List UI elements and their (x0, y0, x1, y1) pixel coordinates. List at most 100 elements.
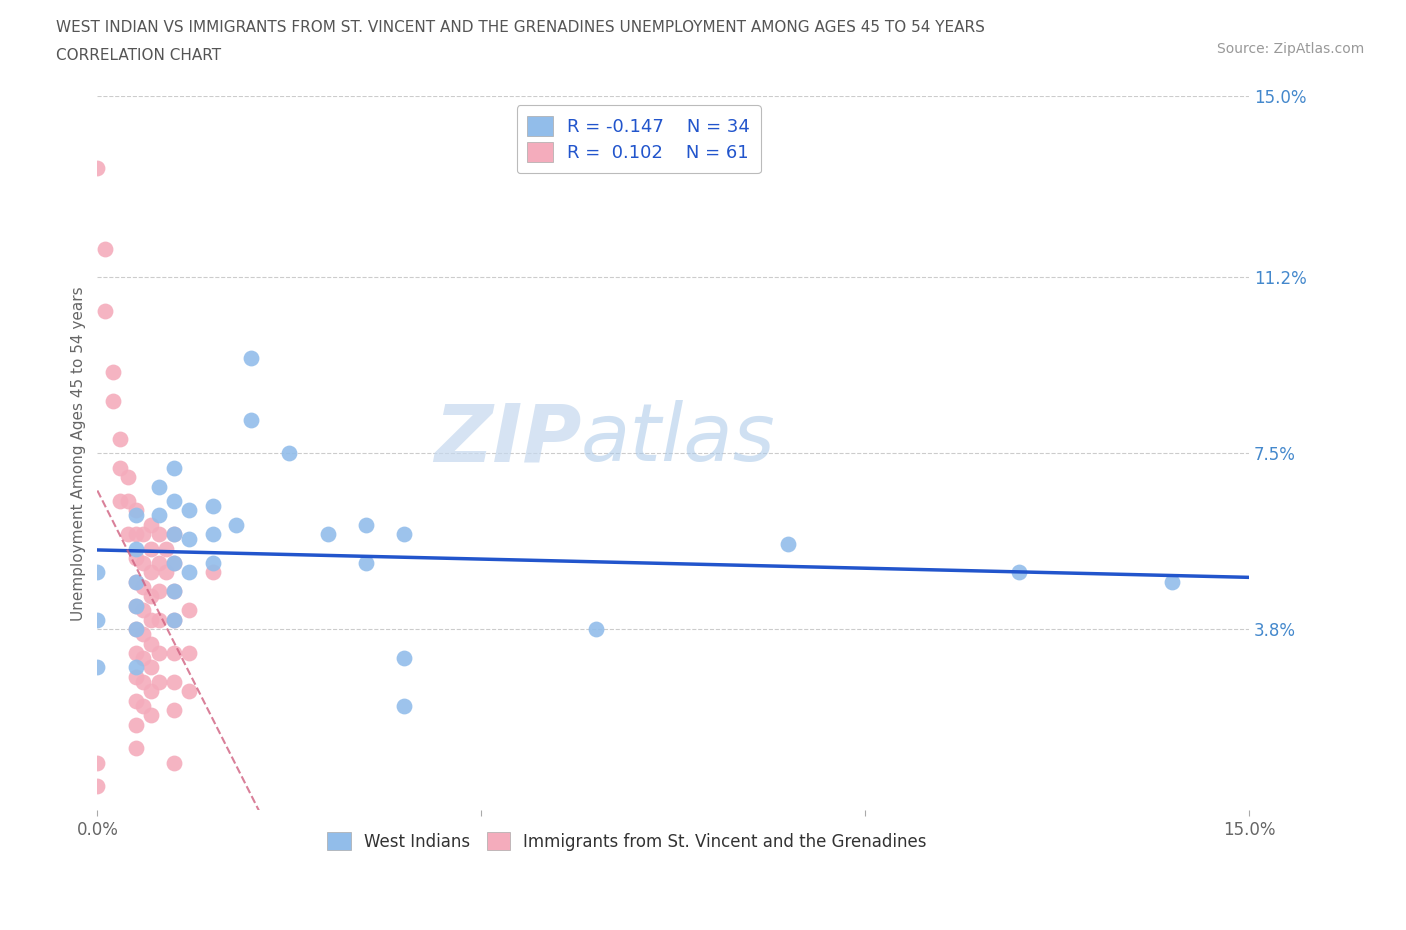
Point (101, 393, 124, 408)
Point (101, 365, 124, 379)
Point (163, 460, 186, 475)
Point (125, 694, 148, 709)
Point (132, 603, 155, 618)
Point (86, 565, 108, 579)
Point (125, 575, 148, 590)
Point (201, 498, 224, 513)
Point (125, 575, 148, 590)
Point (163, 674, 186, 689)
Point (125, 598, 148, 613)
Point (125, 645, 148, 660)
Point (125, 670, 148, 684)
Point (179, 503, 201, 518)
Point (239, 351, 262, 365)
Point (148, 584, 170, 599)
Text: WEST INDIAN VS IMMIGRANTS FROM ST. VINCENT AND THE GRENADINES UNEMPLOYMENT AMONG: WEST INDIAN VS IMMIGRANTS FROM ST. VINCE… (56, 20, 986, 35)
Point (155, 565, 177, 579)
Point (132, 674, 155, 689)
Point (139, 660, 162, 675)
Point (354, 555, 377, 570)
Point (394, 698, 416, 713)
Point (117, 526, 139, 541)
Point (94, 241, 117, 256)
Point (148, 526, 170, 541)
Text: CORRELATION CHART: CORRELATION CHART (56, 48, 221, 63)
Point (125, 660, 148, 675)
Point (225, 517, 247, 532)
Point (125, 541, 148, 556)
Point (163, 555, 186, 570)
Point (585, 622, 607, 637)
Point (394, 650, 416, 665)
Point (163, 755, 186, 770)
Point (125, 598, 148, 613)
Point (110, 460, 132, 475)
Point (132, 627, 155, 642)
Point (201, 555, 224, 570)
Point (125, 622, 148, 637)
Point (179, 603, 201, 618)
Point (163, 526, 186, 541)
Point (163, 584, 186, 599)
Point (148, 555, 170, 570)
Point (125, 622, 148, 637)
Point (1161, 575, 1184, 590)
Point (239, 413, 262, 428)
Point (86, 160, 108, 175)
Point (86, 660, 108, 675)
Point (132, 526, 155, 541)
Point (125, 503, 148, 518)
Point (125, 551, 148, 565)
Point (148, 613, 170, 628)
Point (139, 613, 162, 628)
Point (163, 645, 186, 660)
Point (139, 589, 162, 604)
Text: ZIP: ZIP (433, 400, 581, 478)
Point (86, 613, 108, 628)
Point (139, 708, 162, 723)
Text: Source: ZipAtlas.com: Source: ZipAtlas.com (1216, 42, 1364, 56)
Point (354, 517, 377, 532)
Point (179, 565, 201, 579)
Point (163, 526, 186, 541)
Point (148, 479, 170, 494)
Point (163, 494, 186, 509)
Point (132, 650, 155, 665)
Point (86, 779, 108, 794)
Point (148, 645, 170, 660)
Text: atlas: atlas (581, 400, 776, 478)
Point (394, 526, 416, 541)
Point (278, 445, 301, 460)
Point (163, 613, 186, 628)
Point (163, 613, 186, 628)
Point (316, 526, 339, 541)
Point (778, 537, 800, 551)
Point (163, 703, 186, 718)
Point (1008, 565, 1031, 579)
Point (125, 741, 148, 756)
Point (179, 532, 201, 547)
Point (155, 541, 177, 556)
Point (139, 636, 162, 651)
Point (110, 494, 132, 509)
Point (201, 526, 224, 541)
Point (110, 432, 132, 446)
Point (148, 508, 170, 523)
Point (125, 526, 148, 541)
Point (132, 579, 155, 594)
Point (179, 645, 201, 660)
Point (148, 674, 170, 689)
Point (132, 555, 155, 570)
Legend: West Indians, Immigrants from St. Vincent and the Grenadines: West Indians, Immigrants from St. Vincen… (319, 824, 935, 859)
Point (163, 555, 186, 570)
Point (117, 494, 139, 509)
Point (163, 584, 186, 599)
Point (94, 303, 117, 318)
Point (139, 517, 162, 532)
Point (139, 684, 162, 698)
Point (132, 698, 155, 713)
Point (117, 470, 139, 485)
Point (125, 508, 148, 523)
Point (139, 565, 162, 579)
Point (201, 565, 224, 579)
